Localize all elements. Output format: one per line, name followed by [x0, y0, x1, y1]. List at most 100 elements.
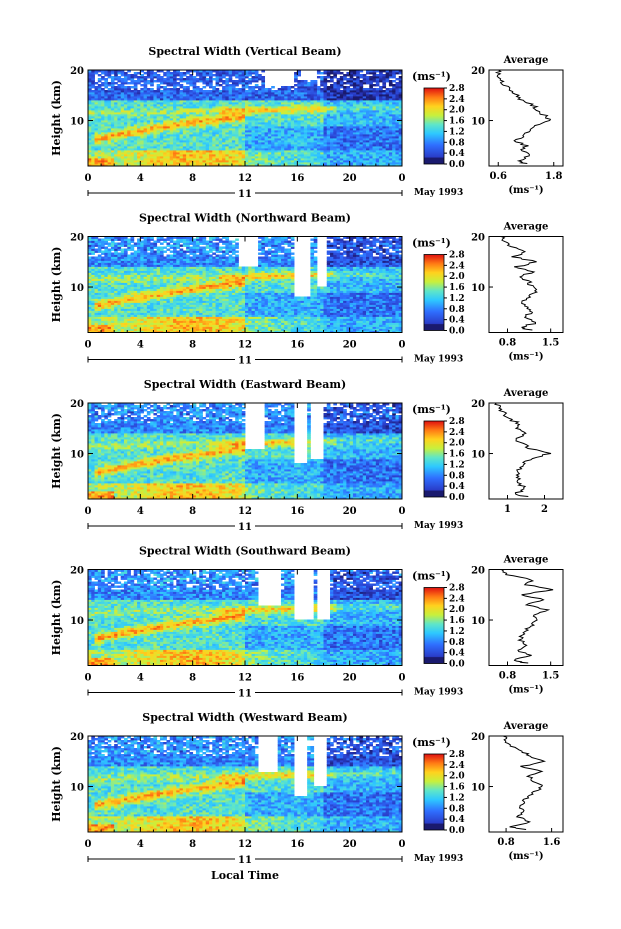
colorbar-tick-label: 0.4 [449, 815, 465, 825]
x-tick-label: 0 [399, 506, 406, 517]
average-x-tick-label: 1.8 [545, 171, 562, 182]
average-x-label: (ms⁻¹) [508, 685, 543, 696]
y-tick-label: 10 [70, 283, 84, 294]
average-title: Average [503, 388, 549, 399]
average-x-tick-label: 0.8 [499, 338, 516, 349]
x-tick-label: 0 [85, 340, 92, 351]
average-y-tick-label: 10 [471, 783, 485, 794]
heatmap-cells [88, 403, 403, 500]
x-tick-label: 0 [399, 673, 406, 684]
colorbar-tick-label: 0.8 [449, 138, 465, 148]
average-frame [488, 402, 564, 500]
x-tick-label: 8 [189, 506, 196, 517]
colorbar-tick-label: 1.2 [449, 294, 465, 304]
average-x-tick-label: 0.8 [499, 671, 516, 682]
colorbar-unit: (ms⁻¹) [412, 570, 451, 583]
x-tick-label: 16 [290, 340, 304, 351]
x-tick-label: 12 [238, 340, 252, 351]
colorbar-tick-label: 2.4 [449, 761, 465, 771]
colorbar-tick-label: 2.4 [449, 428, 465, 438]
average-x-label: (ms⁻¹) [508, 851, 543, 862]
colorbar-tick-label: 0.0 [449, 826, 465, 836]
colorbar-tick-label: 2.8 [449, 84, 465, 94]
average-x-tick-label: 0.6 [490, 171, 507, 182]
x-tick-label: 4 [137, 673, 144, 684]
average-y-tick-label: 20 [471, 566, 485, 577]
heatmap-cells [88, 736, 403, 833]
y-axis-label: Height (km) [50, 247, 63, 323]
colorbar-tick-label: 0.4 [449, 149, 465, 159]
colorbar-tick-label: 0.8 [449, 638, 465, 648]
colorbar-tick-label: 1.6 [449, 783, 465, 793]
average-title: Average [503, 222, 549, 233]
y-axis-label: Height (km) [50, 580, 63, 656]
y-axis-label: Height (km) [50, 746, 63, 822]
date-label: May 1993 [414, 688, 463, 698]
colorbar-tick-label: 0.0 [449, 327, 465, 337]
date-label: May 1993 [414, 521, 463, 531]
y-tick-label: 10 [70, 117, 84, 128]
average-profile-line [501, 236, 538, 331]
average-x-tick-label: 1.6 [543, 837, 560, 848]
average-y-tick-label: 10 [471, 117, 485, 128]
x-tick-label: 16 [290, 506, 304, 517]
x-tick-label: 8 [189, 673, 196, 684]
average-x-tick-label: 1.5 [542, 671, 559, 682]
average-frame [488, 69, 564, 167]
x-tick-label: 20 [343, 340, 357, 351]
y-tick-label: 20 [70, 566, 84, 577]
colorbar-tick-label: 2.8 [449, 750, 465, 760]
day-label: 11 [238, 522, 252, 533]
y-tick-label: 20 [70, 66, 84, 77]
heatmap-cells [88, 70, 403, 167]
colorbar-tick-label: 1.6 [449, 117, 465, 127]
average-x-label: (ms⁻¹) [508, 185, 543, 196]
date-label: May 1993 [414, 188, 463, 198]
colorbar-tick-label: 0.0 [449, 493, 465, 503]
colorbar-tick-label: 0.8 [449, 471, 465, 481]
average-frame [488, 236, 564, 333]
y-tick-label: 20 [70, 732, 84, 743]
colorbar-tick-label: 1.6 [449, 450, 465, 460]
colorbar-tick-label: 1.2 [449, 627, 465, 637]
average-profile-line [501, 569, 554, 664]
x-tick-label: 0 [85, 839, 92, 850]
average-x-tick-label: 1.5 [542, 338, 559, 349]
day-label: 11 [238, 855, 252, 866]
colorbar-tick-label: 2.0 [449, 439, 465, 449]
x-tick-label: 8 [189, 173, 196, 184]
x-tick-label: 20 [343, 839, 357, 850]
average-y-tick-label: 10 [471, 616, 485, 627]
x-tick-label: 20 [343, 173, 357, 184]
x-tick-label: 12 [238, 173, 252, 184]
heatmap-title: Spectral Width (Westward Beam) [142, 711, 347, 724]
x-tick-label: 4 [137, 506, 144, 517]
colorbar-unit: (ms⁻¹) [412, 736, 451, 749]
colorbar-unit: (ms⁻¹) [412, 70, 451, 83]
heatmap-cells [88, 236, 403, 333]
x-tick-label: 4 [137, 173, 144, 184]
x-tick-label: 12 [238, 506, 252, 517]
average-title: Average [503, 55, 549, 66]
x-axis-label: Local Time [211, 869, 279, 882]
x-tick-label: 8 [189, 839, 196, 850]
colorbar-unit: (ms⁻¹) [412, 403, 451, 416]
x-tick-label: 8 [189, 340, 196, 351]
colorbar-tick-label: 1.6 [449, 616, 465, 626]
y-axis-label: Height (km) [50, 80, 63, 156]
day-label-bg [235, 189, 255, 197]
average-frame [488, 569, 564, 666]
x-tick-label: 20 [343, 506, 357, 517]
average-y-tick-label: 10 [471, 283, 485, 294]
day-label-bg [235, 355, 255, 364]
colorbar-tick-label: 0.4 [449, 649, 465, 659]
y-tick-label: 10 [70, 450, 84, 461]
day-label-bg [235, 688, 255, 697]
panel-3: Spectral Width (Eastward Beam)0 4 8 12 16 20 0… [50, 378, 564, 533]
colorbar-tick-label: 2.8 [449, 417, 465, 427]
panel-4: Spectral Width (Southward Beam) 0 4 8 12 16 20… [50, 545, 564, 700]
x-tick-label: 0 [399, 173, 406, 184]
day-label-bg [235, 855, 255, 863]
colorbar-tick-label: 0.4 [449, 316, 465, 326]
average-frame [488, 735, 564, 833]
